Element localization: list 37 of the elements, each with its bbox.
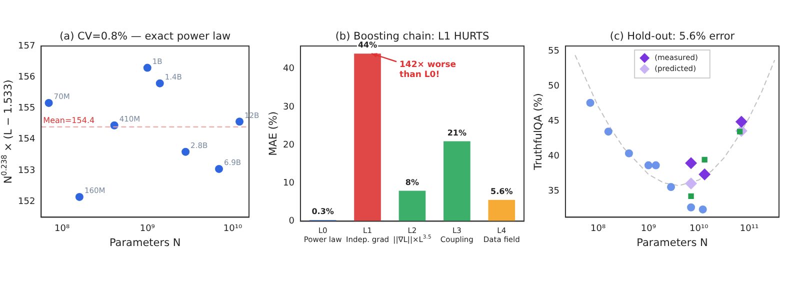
data-label: 5.6% bbox=[490, 186, 513, 196]
y-tick-label: 156 bbox=[18, 72, 36, 82]
y-axis-title: TruthfulQA (%) bbox=[532, 93, 545, 172]
y-axis-title: MAE (%) bbox=[268, 111, 280, 156]
y-tick-label: 20 bbox=[283, 140, 295, 150]
y-tick-label: 0 bbox=[288, 216, 295, 227]
y-tick-label: 35 bbox=[548, 186, 560, 197]
data-label: 8% bbox=[405, 178, 420, 187]
x-axis-title: Parameters N bbox=[636, 236, 708, 249]
y-tick-label: 157 bbox=[18, 41, 36, 52]
data-label: 44% bbox=[358, 40, 378, 50]
chart-title: (a) CV=0.8% — exact power law bbox=[60, 30, 232, 43]
x-tick-label: 10¹⁰ bbox=[223, 224, 242, 234]
ref-line-label: Mean=154.4 bbox=[43, 116, 95, 126]
x-tick-label: 10¹⁰ bbox=[690, 224, 709, 234]
y-tick-label: 50 bbox=[548, 81, 560, 92]
x-axis-title: Parameters N bbox=[109, 236, 181, 249]
x-tick-label: 10⁸ bbox=[54, 224, 70, 234]
annotation: 142× worse than L0! bbox=[400, 60, 456, 80]
x-tick-label: 10⁸ bbox=[590, 224, 606, 234]
y-tick-label: 155 bbox=[18, 104, 36, 114]
y-tick-label: 30 bbox=[283, 102, 295, 112]
y-tick-label: 153 bbox=[18, 166, 36, 176]
y-tick-label: 45 bbox=[548, 116, 560, 126]
x-tick-label: 10¹¹ bbox=[740, 224, 759, 234]
y-tick-label: 10 bbox=[283, 178, 295, 188]
y-tick-label: 55 bbox=[548, 46, 560, 56]
chart-title: (c) Hold-out: 5.6% error bbox=[610, 30, 736, 43]
x-tick-label: 10⁹ bbox=[640, 224, 656, 234]
x-tick-label: 10⁹ bbox=[140, 224, 156, 234]
y-tick-label: 40 bbox=[548, 152, 560, 162]
y-tick-label: 152 bbox=[18, 196, 36, 207]
data-label: 21% bbox=[447, 128, 467, 138]
y-tick-label: 154 bbox=[18, 134, 36, 145]
chart-title: (b) Boosting chain: L1 HURTS bbox=[335, 30, 490, 43]
data-label: 0.3% bbox=[312, 207, 334, 216]
y-tick-label: 40 bbox=[283, 64, 295, 74]
